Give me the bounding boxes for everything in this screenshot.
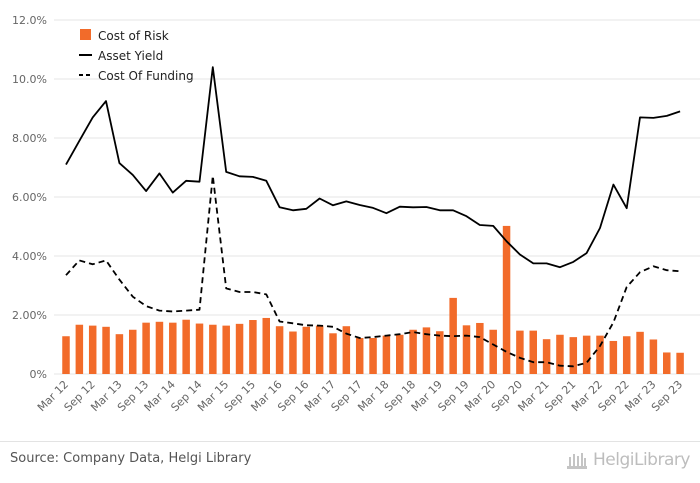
y-tick-label: 8.00% (12, 132, 47, 145)
bar-cost-of-risk (542, 339, 551, 374)
logo-text: HelgiLibrary (593, 450, 690, 470)
legend-swatch-bar (80, 29, 91, 40)
bar-cost-of-risk (622, 336, 631, 374)
helgi-library-logo: HelgiLibrary (566, 448, 690, 472)
y-tick-label: 6.00% (12, 191, 47, 204)
bar-cost-of-risk (182, 319, 190, 374)
bar-cost-of-risk (476, 322, 484, 374)
bar-cost-of-risk (62, 336, 70, 374)
y-tick-label: 0% (30, 368, 47, 381)
bar-cost-of-risk (369, 338, 377, 374)
bar-cost-of-risk (342, 326, 351, 374)
bar-cost-of-risk (663, 352, 671, 374)
y-tick-label: 10.0% (12, 73, 47, 86)
footer-divider (0, 441, 700, 442)
bar-cost-of-risk (529, 330, 537, 374)
bar-cost-of-risk (516, 330, 524, 374)
chart: 0% 2.00% 4.00% 6.00% 8.00% 10.0% 12.0% Mar 12 S… (12, 14, 700, 414)
bar-cost-of-risk (289, 331, 297, 374)
bar-cost-of-risk (195, 323, 204, 374)
bar-cost-of-risk (489, 329, 497, 374)
bar-cost-of-risk (382, 335, 391, 374)
bar-cost-of-risk (249, 320, 257, 374)
source-note: Source: Company Data, Helgi Library (10, 451, 252, 466)
bar-cost-of-risk (115, 334, 124, 374)
bar-cost-of-risk (436, 331, 444, 374)
legend-label: Cost Of Funding (98, 69, 194, 83)
bar-cost-of-risk (422, 327, 431, 374)
bar-cost-of-risk (649, 339, 658, 374)
bar-cost-of-risk (102, 326, 110, 374)
bar-cost-of-risk (142, 322, 150, 374)
line-asset-yield (65, 66, 681, 269)
bar-cost-of-risk (235, 323, 244, 374)
bar-cost-of-risk (569, 337, 578, 374)
bar-cost-of-risk (315, 325, 324, 374)
line-cost-of-funding (65, 174, 681, 368)
y-axis: 0% 2.00% 4.00% 6.00% 8.00% 10.0% 12.0% (12, 14, 47, 381)
y-tick-label: 2.00% (12, 309, 47, 322)
bar-cost-of-risk (75, 324, 84, 374)
bar-cost-of-risk (676, 352, 684, 374)
library-building-icon (567, 453, 587, 469)
chart-svg: 0% 2.00% 4.00% 6.00% 8.00% 10.0% 12.0% Mar 12S… (12, 14, 700, 414)
bar-cost-of-risk (556, 334, 564, 374)
bar-cost-of-risk (462, 325, 471, 374)
y-tick-label: 4.00% (12, 250, 47, 263)
gridlines (54, 19, 700, 375)
bar-cost-of-risk (302, 326, 311, 374)
bar-cost-of-risk (409, 329, 417, 374)
bar-cost-of-risk (88, 325, 97, 374)
bar-cost-of-risk (355, 338, 364, 374)
bar-cost-of-risk (449, 297, 457, 374)
bar-cost-of-risk (169, 322, 177, 374)
bars-cost-of-risk (62, 225, 684, 374)
bar-cost-of-risk (262, 317, 270, 374)
bar-cost-of-risk (596, 335, 604, 374)
bar-cost-of-risk (275, 326, 284, 374)
legend-label: Cost of Risk (98, 29, 169, 43)
legend: Cost of Risk Asset Yield Cost Of Funding (79, 29, 194, 83)
bar-cost-of-risk (582, 335, 591, 374)
legend-label: Asset Yield (98, 49, 163, 63)
bar-cost-of-risk (396, 334, 404, 374)
bar-cost-of-risk (209, 324, 217, 374)
lines (65, 66, 681, 368)
bar-cost-of-risk (609, 340, 618, 374)
bar-cost-of-risk (329, 333, 337, 374)
y-tick-label: 12.0% (12, 14, 47, 27)
bar-cost-of-risk (502, 225, 511, 374)
bar-cost-of-risk (222, 325, 230, 374)
bar-cost-of-risk (636, 331, 644, 374)
bar-cost-of-risk (155, 321, 164, 374)
bar-cost-of-risk (129, 329, 137, 374)
